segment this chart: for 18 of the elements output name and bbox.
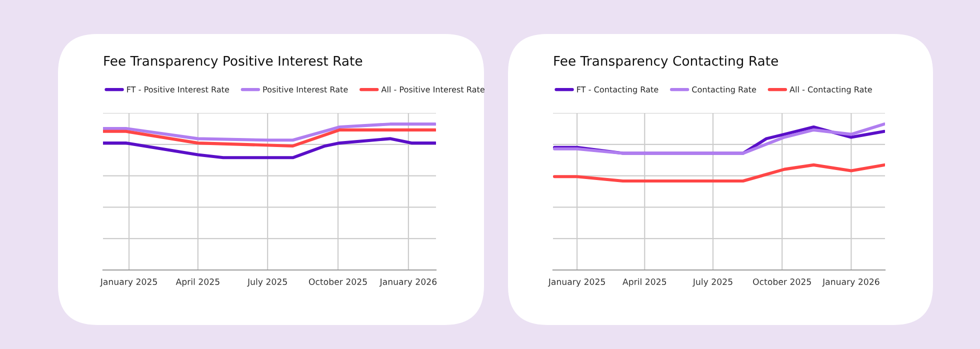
chart-title: Fee Transparency Positive Interest Rate xyxy=(104,56,362,68)
legend-label: All - Contacting Rate xyxy=(790,86,872,94)
legend-label: Contacting Rate xyxy=(692,86,756,94)
x-tick-label: January 2026 xyxy=(822,278,880,287)
x-tick-label: January 2025 xyxy=(100,278,157,287)
x-tick-label: October 2025 xyxy=(753,278,811,285)
x-tick-label: October 2025 xyxy=(308,278,367,285)
legend-label: Positive Interest Rate xyxy=(263,86,348,93)
x-tick-label: January 2026 xyxy=(379,278,437,287)
x-tick-label: July 2025 xyxy=(247,278,287,287)
x-tick-label: January 2025 xyxy=(548,278,605,287)
x-tick-label: April 2025 xyxy=(176,278,220,287)
chart-title: Fee Transparency Contacting Rate xyxy=(554,56,778,68)
x-tick-label: April 2025 xyxy=(622,278,666,287)
legend-label: All - Positive Interest Rate xyxy=(381,86,484,93)
legend-label: FT - Contacting Rate xyxy=(577,86,658,94)
x-tick-label: July 2025 xyxy=(692,278,732,287)
legend-label: FT - Positive Interest Rate xyxy=(127,86,230,93)
